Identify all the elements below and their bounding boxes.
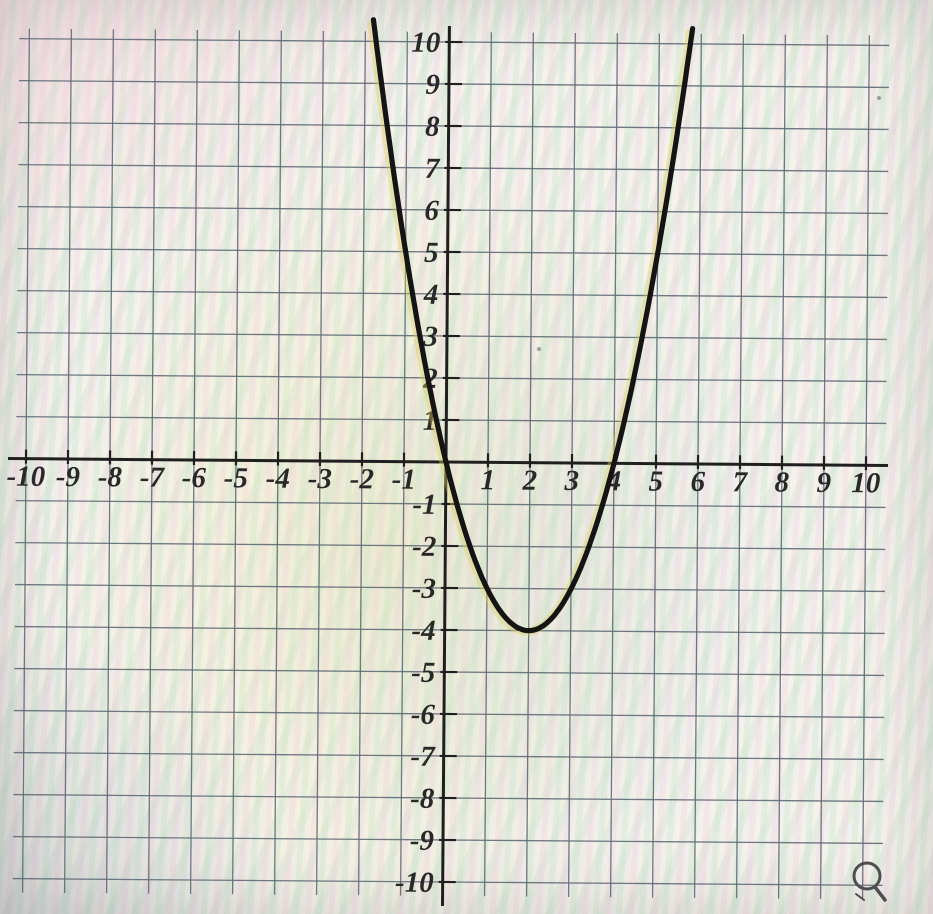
x-tick-label: -7 [140, 462, 166, 494]
dust-speck [877, 96, 881, 100]
parabola-curve [370, 17, 696, 634]
x-tick-label: 8 [774, 467, 789, 499]
plot-group: -10 -9 -8 -7 -6 -5 -4 -3 -2 -1 1 2 3 4 5 6 7 8 9 1010987654… [6, 17, 890, 906]
dust-speck [537, 347, 541, 351]
x-tick-label: -10 [6, 461, 45, 493]
x-tick-label: 3 [563, 465, 579, 497]
y-tick-label: -5 [411, 657, 435, 689]
x-tick-label: 5 [648, 466, 663, 498]
x-tick-label: 2 [521, 465, 537, 497]
x-tick-label: -9 [56, 461, 80, 493]
y-tick-label: 8 [425, 111, 440, 143]
y-tick-label: -2 [412, 531, 436, 563]
y-tick-label: 7 [425, 153, 441, 185]
y-tick-label: 4 [423, 279, 439, 311]
y-tick-label: 9 [425, 69, 440, 101]
x-tick-label: -3 [308, 463, 332, 495]
y-tick-label: 6 [424, 195, 439, 227]
y-tick-label: -6 [411, 699, 436, 731]
y-tick-label: 5 [424, 237, 439, 269]
y-tick-label: -1 [412, 489, 436, 521]
y-tick-label: -10 [395, 867, 434, 899]
x-tick-label: 6 [690, 466, 705, 498]
x-tick-label: -4 [266, 463, 290, 495]
x-tick-label: -8 [98, 461, 123, 493]
x-tick-label: -6 [182, 462, 207, 494]
y-tick-label: 3 [422, 321, 438, 353]
x-tick-label: 9 [816, 467, 831, 499]
y-tick-label: -4 [411, 615, 435, 647]
y-tick-label: -8 [410, 783, 435, 815]
x-tick-label: -1 [392, 464, 416, 496]
x-tick-label: 7 [732, 466, 748, 498]
magnifier-icon [848, 850, 904, 910]
y-tick-label: -3 [412, 573, 436, 605]
y-tick-label: -7 [410, 741, 436, 773]
y-tick-label: 10 [411, 27, 440, 59]
x-tick-label: -5 [224, 462, 248, 494]
y-tick-label: -9 [410, 825, 434, 857]
x-tick-label: 1 [480, 464, 495, 496]
x-tick-label: 10 [851, 467, 880, 499]
x-tick-label: -2 [350, 463, 374, 495]
